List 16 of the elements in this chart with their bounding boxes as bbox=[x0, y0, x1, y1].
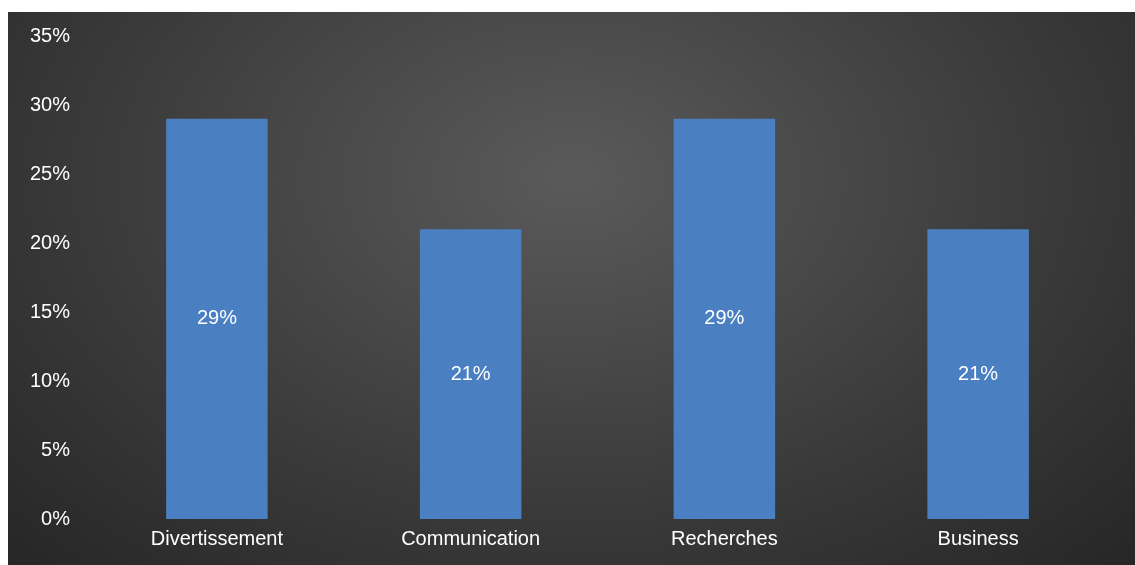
y-tick-label: 5% bbox=[41, 437, 71, 460]
y-tick-label: 35% bbox=[30, 23, 71, 46]
y-tick-label: 20% bbox=[30, 230, 71, 253]
data-label: 29% bbox=[196, 306, 238, 329]
y-tick-label: 30% bbox=[30, 92, 71, 115]
y-tick-label: 10% bbox=[30, 368, 71, 391]
x-tick-label: Recherches bbox=[671, 526, 778, 549]
y-tick-label: 0% bbox=[41, 506, 71, 529]
y-tick-label: 15% bbox=[30, 299, 71, 322]
x-tick-label: Business bbox=[937, 526, 1019, 549]
y-tick-label: 25% bbox=[30, 161, 71, 184]
x-tick-label: Divertissement bbox=[150, 526, 284, 549]
data-label: 29% bbox=[704, 306, 745, 329]
data-label: 21% bbox=[958, 361, 999, 384]
data-label: 21% bbox=[450, 361, 491, 384]
x-tick-label: Communication bbox=[401, 526, 541, 549]
